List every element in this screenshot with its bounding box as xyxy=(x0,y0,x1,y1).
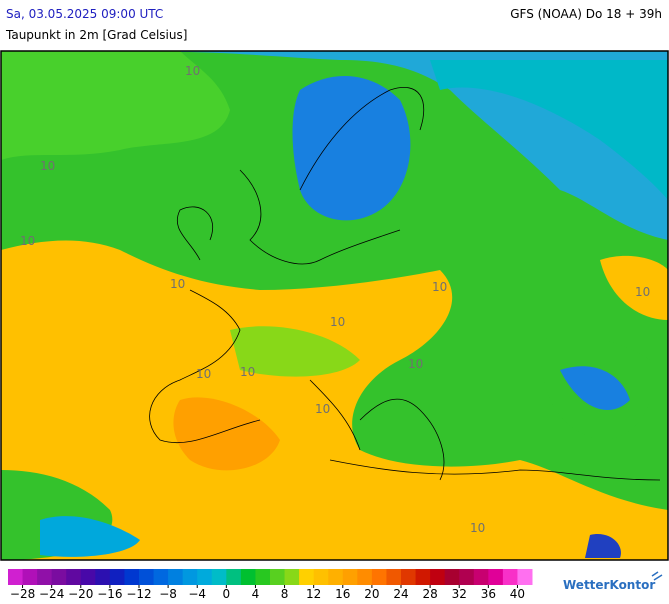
contour-label: 10 xyxy=(408,357,423,371)
model-run: GFS (NOAA) Do 18 + 39h xyxy=(510,7,662,21)
color-swatch xyxy=(124,569,140,585)
contour-label: 10 xyxy=(196,367,211,381)
color-swatch xyxy=(386,569,402,585)
warm-core xyxy=(173,397,280,471)
tick-label: 12 xyxy=(306,587,321,600)
caspian-dry xyxy=(560,366,630,410)
map xyxy=(0,50,669,561)
logo-icon xyxy=(651,571,663,581)
contour-label: 10 xyxy=(315,402,330,416)
tick-label: 0 xyxy=(223,587,231,600)
logo-text: WetterKontor xyxy=(563,578,655,592)
color-swatch xyxy=(95,569,111,585)
color-swatch xyxy=(502,569,518,585)
tick-label: 20 xyxy=(364,587,379,600)
color-swatch xyxy=(488,569,504,585)
contour-label: 10 xyxy=(170,277,185,291)
color-scale: −28 −24 −20 −16 −12 −8 −4 0 4 8 12 16 20 24 28 32 36 40 xyxy=(8,569,533,601)
color-swatch xyxy=(8,569,24,585)
tick-label: 24 xyxy=(393,587,408,600)
color-swatch xyxy=(168,569,184,585)
color-swatch xyxy=(284,569,300,585)
color-swatch xyxy=(430,569,446,585)
color-swatch xyxy=(401,569,417,585)
color-swatch xyxy=(270,569,286,585)
alps xyxy=(230,326,360,377)
color-swatch xyxy=(342,569,358,585)
russia-north xyxy=(430,60,668,200)
color-swatch xyxy=(473,569,489,585)
contour-label: 10 xyxy=(432,280,447,294)
contour-label: 10 xyxy=(470,521,485,535)
tick-label: −8 xyxy=(159,587,177,600)
color-swatch xyxy=(22,569,38,585)
color-swatch xyxy=(182,569,198,585)
color-swatch xyxy=(255,569,271,585)
tick-label: −20 xyxy=(68,587,93,600)
contour-label: 10 xyxy=(20,234,35,248)
tick-label: 4 xyxy=(252,587,260,600)
contour-label: 10 xyxy=(40,159,55,173)
tick-label: 28 xyxy=(422,587,437,600)
color-swatch xyxy=(80,569,96,585)
warm-south xyxy=(1,240,668,560)
tick-label: −28 xyxy=(10,587,35,600)
color-swatch xyxy=(357,569,373,585)
sahara-dry xyxy=(40,516,140,557)
color-swatch xyxy=(37,569,53,585)
contour-label: 10 xyxy=(185,64,200,78)
color-swatch xyxy=(299,569,315,585)
scandinavia xyxy=(292,76,411,221)
contour-label: 10 xyxy=(240,365,255,379)
color-swatch xyxy=(415,569,431,585)
logo: WetterKontor xyxy=(563,571,663,592)
tick-label: −16 xyxy=(97,587,122,600)
tick-label: 36 xyxy=(481,587,496,600)
color-swatch xyxy=(444,569,460,585)
tick-label: 32 xyxy=(452,587,467,600)
color-swatch xyxy=(371,569,387,585)
tick-label: −4 xyxy=(188,587,206,600)
map-frame xyxy=(0,50,669,561)
color-swatch xyxy=(240,569,256,585)
color-swatch xyxy=(139,569,155,585)
color-swatch xyxy=(197,569,213,585)
subtitle: Taupunkt in 2m [Grad Celsius] xyxy=(5,28,187,42)
datetime: Sa, 03.05.2025 09:00 UTC xyxy=(6,7,163,21)
color-swatch xyxy=(211,569,227,585)
color-swatch xyxy=(226,569,242,585)
color-swatch xyxy=(51,569,67,585)
tick-label: 40 xyxy=(510,587,525,600)
color-swatch xyxy=(109,569,125,585)
cold-north xyxy=(1,51,668,240)
color-swatch xyxy=(459,569,475,585)
coastlines xyxy=(149,87,661,481)
color-swatch xyxy=(517,569,533,585)
contour-labels: 10 10 10 10 10 10 10 10 10 10 10 10 xyxy=(20,64,650,535)
color-swatch xyxy=(66,569,82,585)
contour-label: 10 xyxy=(330,315,345,329)
tick-label: 16 xyxy=(335,587,350,600)
arabia-dry xyxy=(585,534,621,558)
tick-label: −24 xyxy=(39,587,64,600)
color-swatch xyxy=(328,569,344,585)
atlantic-green xyxy=(1,51,230,160)
tick-label: 8 xyxy=(281,587,289,600)
steppe-warm xyxy=(600,255,668,320)
tick-label: −12 xyxy=(126,587,151,600)
color-swatch xyxy=(153,569,169,585)
color-swatch xyxy=(313,569,329,585)
contour-label: 10 xyxy=(635,285,650,299)
